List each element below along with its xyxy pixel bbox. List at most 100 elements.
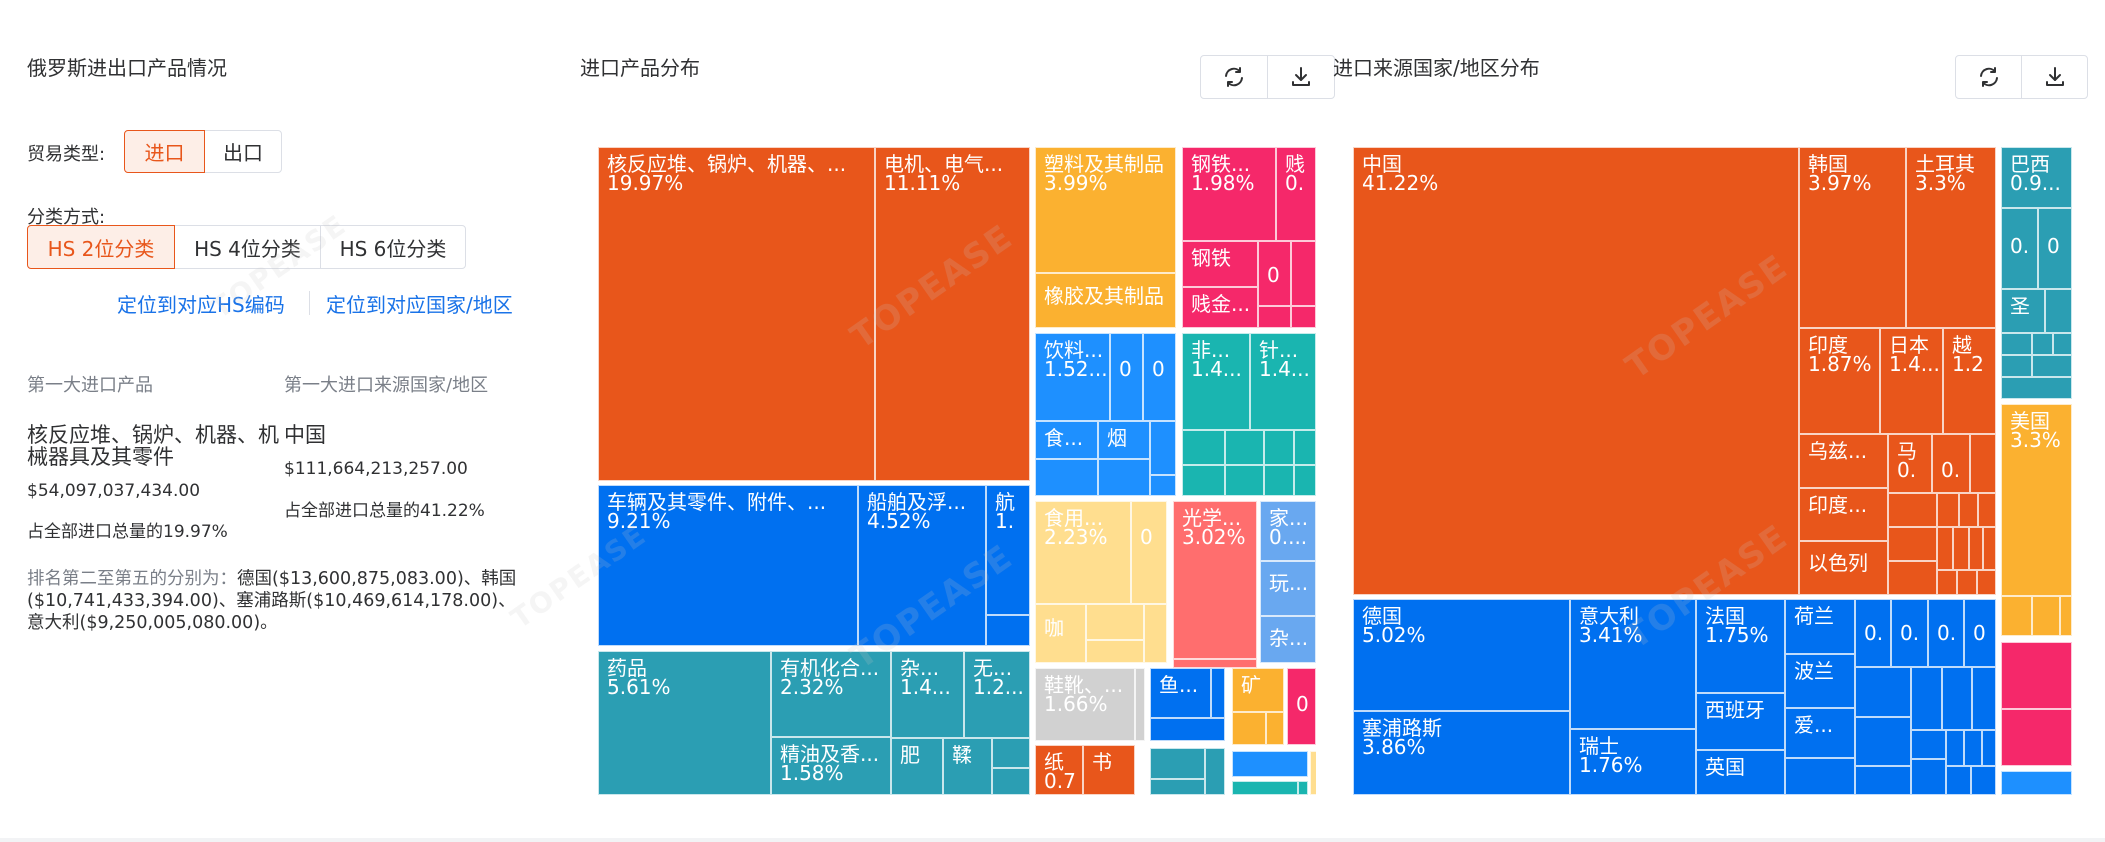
- tile-small[interactable]: [1310, 751, 1316, 795]
- tile-france[interactable]: 法国 1.75%: [1696, 599, 1785, 693]
- tile-drinks[interactable]: 饮料... 1.52...: [1035, 333, 1110, 421]
- tile-steel-articles[interactable]: 钢铁... 1.98%: [1182, 147, 1276, 241]
- tile-footwear[interactable]: 鞋靴、... 1.66%: [1035, 668, 1135, 741]
- hs6-classification-button[interactable]: HS 6位分类: [320, 225, 466, 269]
- tile-books[interactable]: 书: [1083, 745, 1135, 795]
- tile-saint[interactable]: 圣: [2001, 289, 2045, 333]
- tile-small[interactable]: [1150, 748, 1205, 779]
- tile-small[interactable]: [2032, 355, 2072, 377]
- tile-ships[interactable]: 船舶及浮... 4.52%: [858, 485, 986, 646]
- tile-essential-oils[interactable]: 精油及香... 1.58%: [771, 737, 891, 795]
- tile-pharma[interactable]: 药品 5.61%: [598, 651, 771, 795]
- trade-type-export-button[interactable]: 出口: [204, 130, 282, 173]
- tile-small[interactable]: [1977, 570, 1996, 595]
- tile-small[interactable]: [2032, 596, 2060, 636]
- tile-small[interactable]: [1144, 604, 1167, 663]
- tile-small[interactable]: [1785, 758, 1855, 795]
- tile-small[interactable]: [1232, 712, 1266, 745]
- tile-organic[interactable]: 有机化合... 2.32%: [771, 651, 891, 737]
- tile-pink-zero-b[interactable]: 0: [1287, 668, 1316, 745]
- tile-small[interactable]: [1972, 667, 1996, 730]
- tile-pink-zero[interactable]: 0: [1258, 241, 1291, 306]
- hs2-classification-button[interactable]: HS 2位分类: [27, 225, 175, 269]
- tile-small[interactable]: [1982, 730, 1996, 766]
- tile-brazil[interactable]: 巴西 0.9...: [2001, 147, 2072, 208]
- tile-small[interactable]: [1035, 459, 1098, 496]
- tile-small[interactable]: [2032, 333, 2053, 355]
- tile-vehicles[interactable]: 车辆及其零件、附件、... 9.21%: [598, 485, 858, 646]
- tile-tanning[interactable]: 鞣: [943, 738, 992, 795]
- tile-small[interactable]: [1888, 493, 1937, 527]
- tile-drinks-zero-b[interactable]: 0: [1143, 333, 1176, 421]
- tile-inorganic[interactable]: 无... 1.2...: [964, 651, 1030, 738]
- tile-small[interactable]: [1266, 712, 1284, 745]
- tile-spain[interactable]: 西班牙: [1696, 693, 1785, 750]
- tile-small[interactable]: [1182, 430, 1225, 465]
- tile-small[interactable]: [1298, 781, 1308, 795]
- tile-edible[interactable]: 食用... 2.23%: [1035, 501, 1131, 604]
- tile-small[interactable]: [986, 615, 1030, 646]
- tile-small[interactable]: [1855, 766, 1911, 795]
- tile-misc-manuf[interactable]: 杂...: [1260, 616, 1316, 663]
- tile-small[interactable]: [1173, 659, 1257, 668]
- tile-small[interactable]: [1086, 640, 1144, 663]
- tile-ore[interactable]: 矿: [1232, 668, 1284, 712]
- tile-small[interactable]: [2001, 377, 2072, 399]
- tile-small[interactable]: [1946, 766, 1971, 795]
- product-refresh-button[interactable]: [1200, 55, 1268, 99]
- tile-japan[interactable]: 日本 1.4...: [1880, 328, 1943, 434]
- tile-switzerland[interactable]: 瑞士 1.76%: [1570, 729, 1696, 795]
- tile-eu-zero-1[interactable]: 0.: [1855, 599, 1891, 667]
- tile-small[interactable]: [1232, 751, 1308, 777]
- tile-small[interactable]: [1291, 241, 1316, 306]
- tile-poland[interactable]: 波兰: [1785, 654, 1855, 708]
- tile-small[interactable]: [1969, 527, 1983, 570]
- tile-small[interactable]: [1135, 668, 1145, 741]
- tile-eu-zero-2[interactable]: 0.: [1891, 599, 1928, 667]
- tile-small[interactable]: [1937, 493, 1959, 527]
- tile-cyprus[interactable]: 塞浦路斯 3.86%: [1353, 711, 1570, 795]
- tile-ireland[interactable]: 爱...: [1785, 708, 1855, 758]
- tile-small[interactable]: [1294, 430, 1316, 465]
- tile-fish[interactable]: 鱼...: [1150, 668, 1211, 718]
- tile-small[interactable]: [1150, 421, 1176, 475]
- tile-small[interactable]: [1264, 465, 1294, 496]
- tile-small[interactable]: [2045, 289, 2072, 333]
- tile-small[interactable]: [1098, 459, 1150, 496]
- tile-small[interactable]: [1971, 766, 1996, 795]
- tile-small[interactable]: [1086, 604, 1144, 640]
- locate-country-link[interactable]: 定位到对应国家/地区: [326, 293, 513, 317]
- tile-small[interactable]: [2001, 355, 2032, 377]
- trade-type-import-button[interactable]: 进口: [124, 130, 205, 173]
- tile-small[interactable]: [1911, 759, 1946, 795]
- tile-small[interactable]: [1888, 561, 1937, 595]
- tile-small[interactable]: [1182, 465, 1225, 496]
- tile-paper[interactable]: 纸 0.7: [1035, 745, 1083, 795]
- tile-netherlands[interactable]: 荷兰: [1785, 599, 1855, 654]
- tile-small[interactable]: [2060, 596, 2072, 636]
- tile-small[interactable]: [1964, 730, 1982, 766]
- tile-small[interactable]: [2001, 771, 2072, 795]
- tile-electrical[interactable]: 电机、电气... 11.11%: [875, 147, 1030, 481]
- tile-edible-zero[interactable]: 0: [1131, 501, 1167, 604]
- tile-sa-zero-a[interactable]: 0.: [2001, 208, 2038, 289]
- product-download-button[interactable]: [1267, 55, 1335, 99]
- tile-food-prep[interactable]: 食...: [1035, 421, 1098, 459]
- tile-small[interactable]: [1937, 570, 1957, 595]
- tile-optical[interactable]: 光学... 3.02%: [1173, 501, 1257, 659]
- tile-small[interactable]: [1264, 430, 1294, 465]
- tile-indonesia[interactable]: 印度...: [1799, 488, 1888, 541]
- tile-plastics[interactable]: 塑料及其制品 3.99%: [1035, 147, 1176, 273]
- tile-small[interactable]: [1232, 781, 1298, 795]
- tile-small[interactable]: [1937, 527, 1953, 570]
- tile-italy[interactable]: 意大利 3.41%: [1570, 599, 1696, 729]
- tile-small[interactable]: [2001, 709, 2072, 766]
- tile-small[interactable]: [1225, 465, 1264, 496]
- tile-small[interactable]: [1946, 730, 1964, 766]
- tile-india[interactable]: 印度 1.87%: [1799, 328, 1880, 434]
- tile-israel[interactable]: 以色列: [1799, 541, 1888, 595]
- tile-korea[interactable]: 韩国 3.97%: [1799, 147, 1906, 328]
- tile-small[interactable]: [2001, 642, 2072, 709]
- tile-small[interactable]: [1294, 465, 1316, 496]
- tile-nonknit[interactable]: 非... 1.4...: [1182, 333, 1250, 430]
